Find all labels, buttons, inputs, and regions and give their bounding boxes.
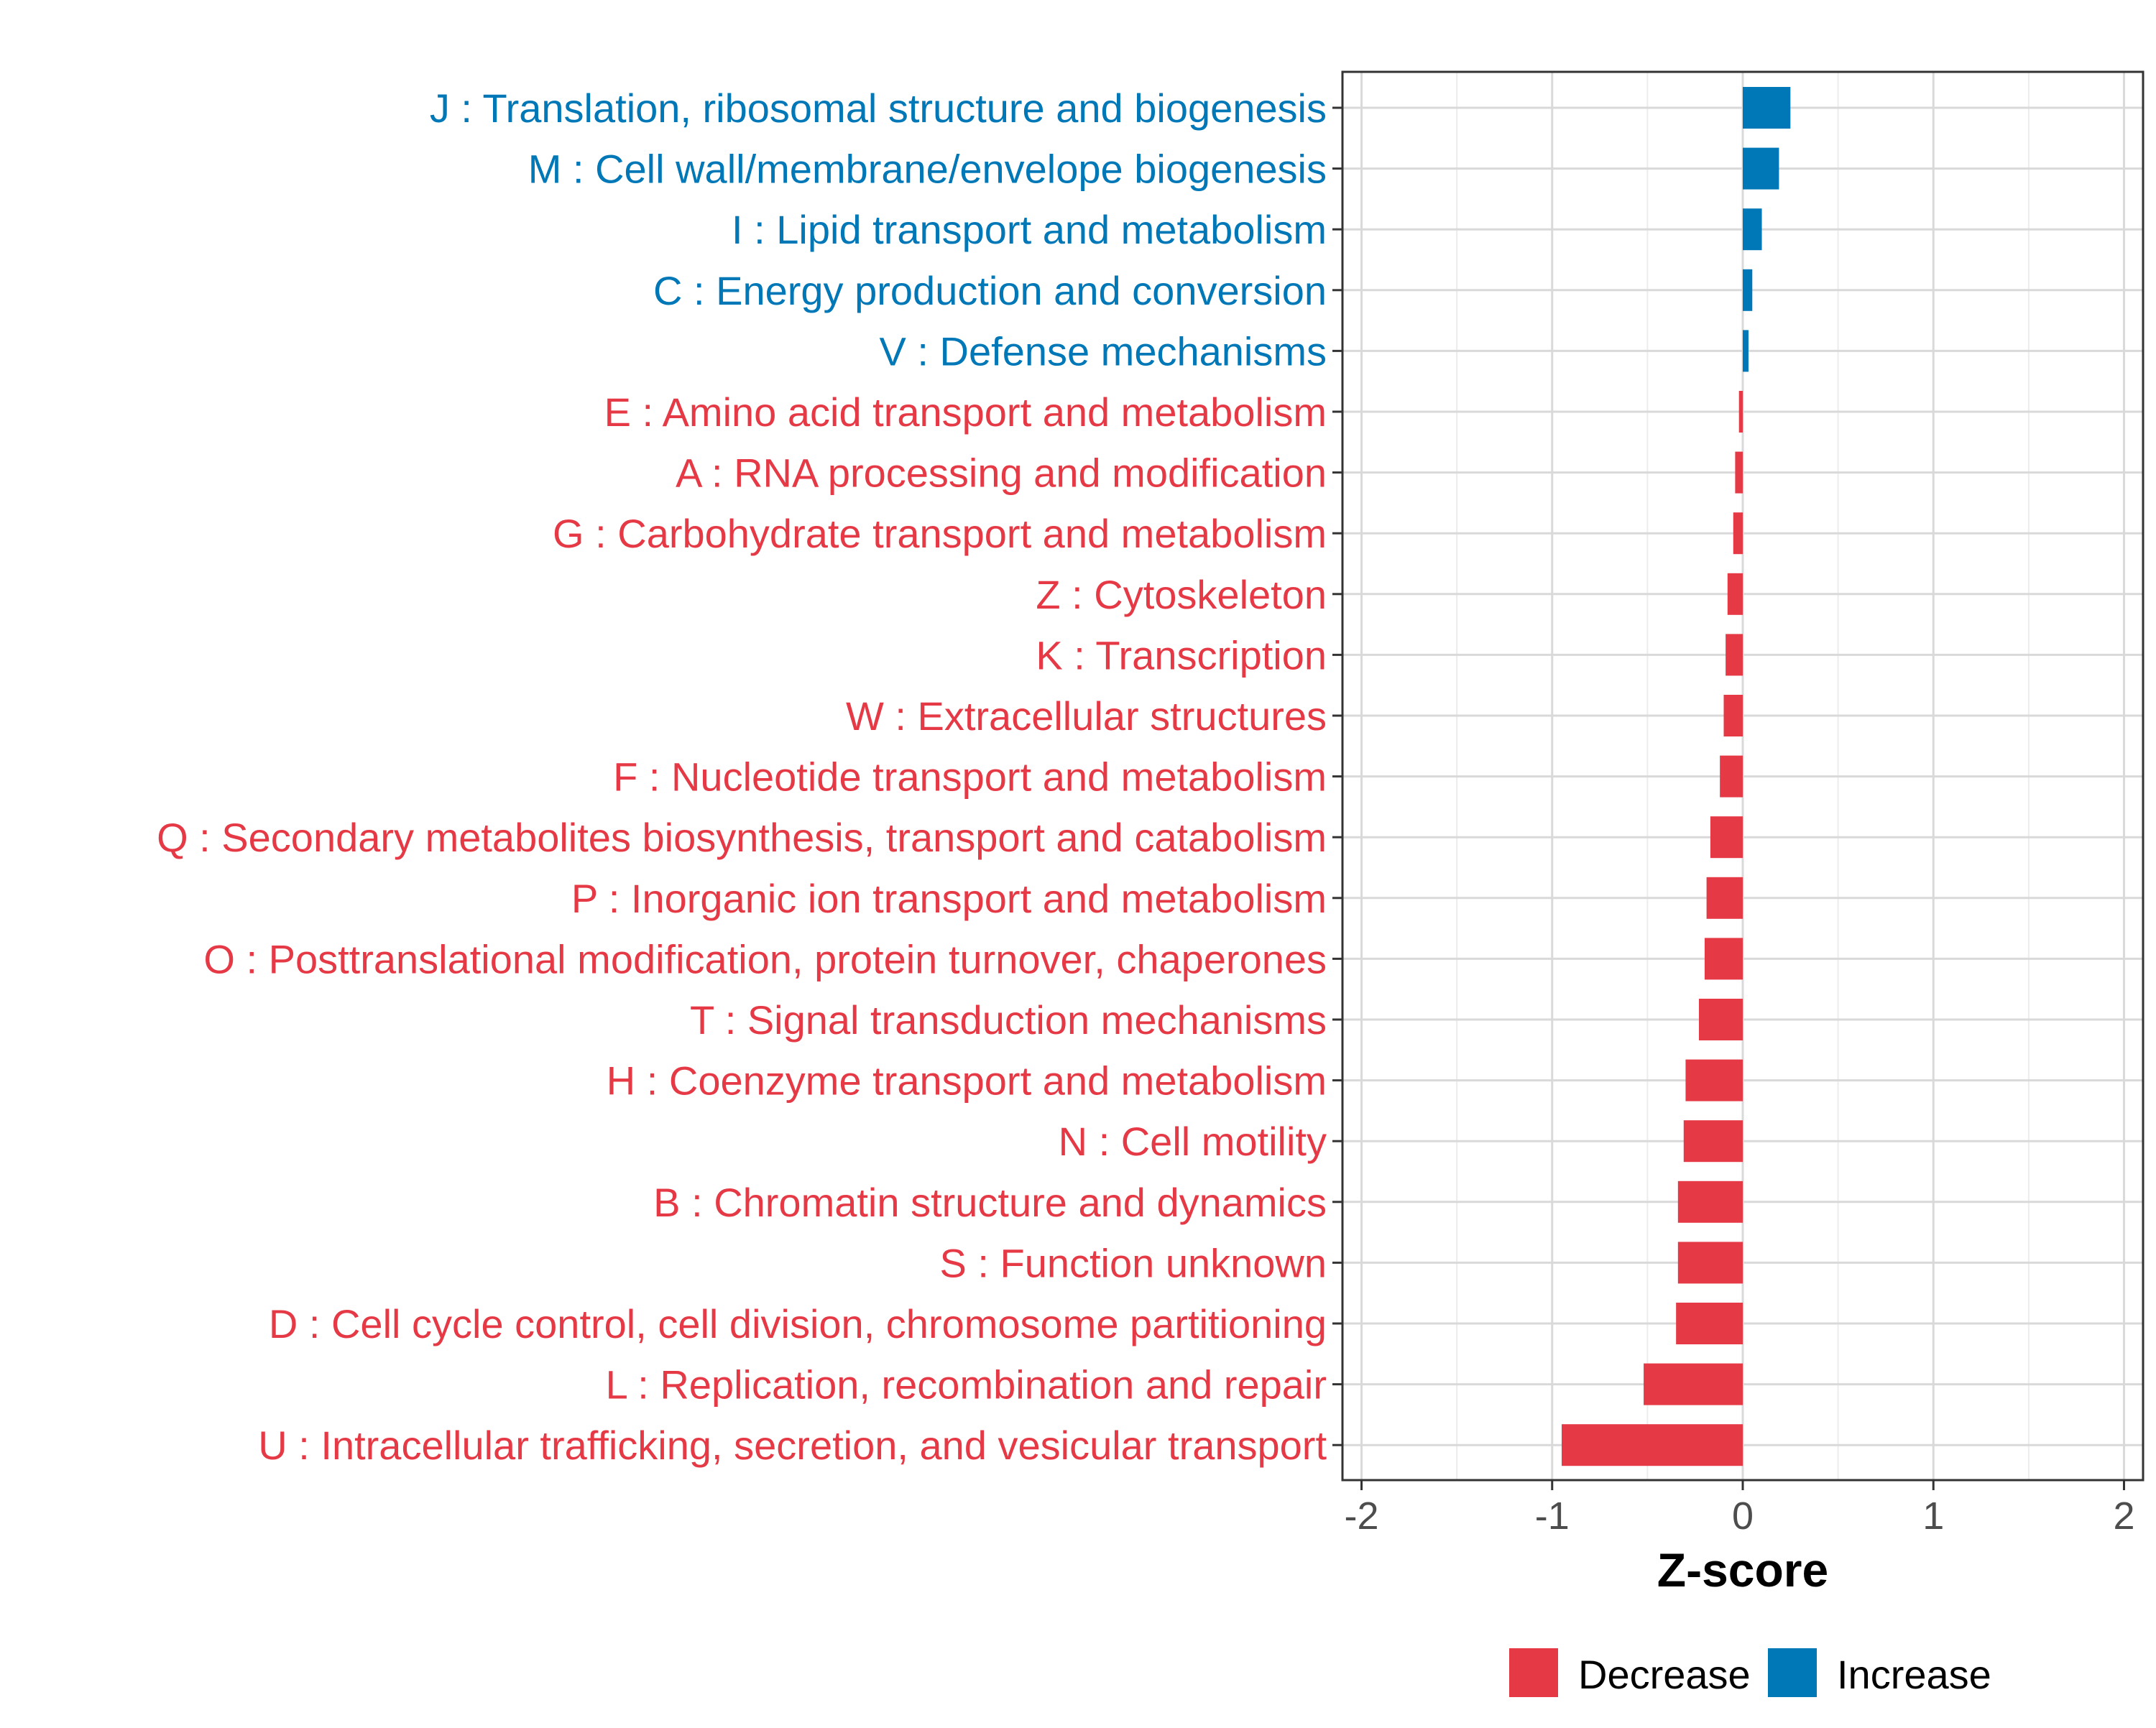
category-label: O : Posttranslational modification, prot… [203,936,1327,981]
legend-label-increase: Increase [1837,1652,1991,1697]
x-axis-title: Z-score [1657,1543,1828,1597]
category-label: J : Translation, ribosomal structure and… [430,86,1327,131]
x-tick-label: -2 [1345,1494,1379,1538]
category-label: U : Intracellular trafficking, secretion… [258,1423,1327,1468]
category-label: F : Nucleotide transport and metabolism [613,754,1327,800]
legend-key-decrease [1509,1648,1558,1697]
x-tick-label: -1 [1535,1494,1570,1538]
bar[interactable] [1727,573,1743,615]
category-label: L : Replication, recombination and repai… [606,1362,1327,1408]
legend-label-decrease: Decrease [1578,1652,1751,1697]
bar[interactable] [1720,755,1743,798]
bar[interactable] [1706,877,1743,919]
bar[interactable] [1562,1424,1743,1466]
bar[interactable] [1710,816,1743,859]
bar[interactable] [1743,147,1779,190]
category-label: A : RNA processing and modification [676,451,1327,496]
bar[interactable] [1743,269,1753,311]
category-label: M : Cell wall/membrane/envelope biogenes… [528,147,1327,192]
category-label: D : Cell cycle control, cell division, c… [269,1301,1327,1346]
bar[interactable] [1733,512,1743,555]
bar[interactable] [1683,1120,1743,1163]
category-label: I : Lipid transport and metabolism [732,207,1327,252]
category-label: G : Carbohydrate transport and metabolis… [553,511,1327,556]
bar[interactable] [1677,1242,1743,1284]
bar[interactable] [1644,1363,1743,1405]
x-tick-label: 1 [1922,1494,1944,1538]
bar[interactable] [1738,391,1743,433]
category-label: Q : Secondary metabolites biosynthesis, … [157,815,1327,860]
category-label: B : Chromatin structure and dynamics [653,1180,1327,1225]
category-label: E : Amino acid transport and metabolism [604,389,1327,435]
category-label: Z : Cytoskeleton [1036,572,1327,617]
category-label: C : Energy production and conversion [653,268,1327,313]
category-label: W : Extracellular structures [846,693,1327,739]
x-tick-label: 0 [1732,1494,1754,1538]
bar[interactable] [1704,938,1743,980]
category-label: N : Cell motility [1059,1119,1327,1164]
bar[interactable] [1723,695,1743,736]
bar[interactable] [1685,1059,1743,1101]
category-label: K : Transcription [1036,632,1327,678]
category-label: S : Function unknown [939,1240,1327,1285]
bar[interactable] [1743,87,1791,129]
bar[interactable] [1743,208,1762,251]
bar[interactable] [1698,999,1743,1040]
x-tick-label: 2 [2113,1494,2134,1538]
bar[interactable] [1726,634,1743,676]
bar[interactable] [1677,1181,1743,1223]
category-label: H : Coenzyme transport and metabolism [607,1058,1327,1104]
bar[interactable] [1676,1303,1743,1344]
category-label: T : Signal transduction mechanisms [690,997,1327,1043]
legend-key-increase [1768,1648,1817,1697]
category-label: V : Defense mechanisms [880,328,1327,374]
bar[interactable] [1735,451,1743,494]
bar[interactable] [1743,330,1749,372]
category-label: P : Inorganic ion transport and metaboli… [571,876,1327,921]
